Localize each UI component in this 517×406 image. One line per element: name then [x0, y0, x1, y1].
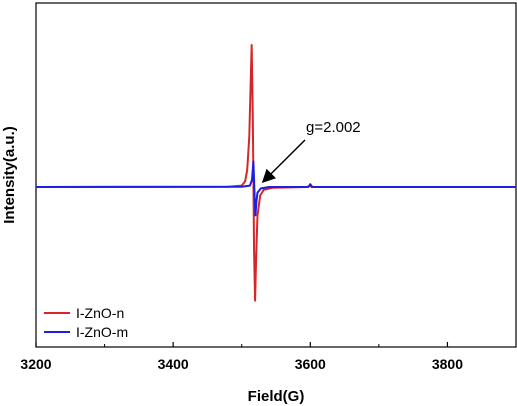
x-tick-label-3600: 3600	[295, 356, 326, 372]
legend: I-ZnO-n I-ZnO-m	[44, 305, 128, 340]
series-layer	[36, 44, 516, 302]
x-tick-label-3200: 3200	[20, 356, 51, 372]
x-tick-labels: 3200 3400 3600 3800	[20, 356, 463, 372]
x-axis-title: Field(G)	[248, 388, 305, 405]
x-ticks	[35, 342, 517, 347]
series-line-I-ZnO-n	[36, 44, 516, 302]
annotation: g=2.002	[261, 119, 361, 183]
series-line-I-ZnO-m	[36, 160, 516, 217]
plot-frame	[35, 2, 517, 348]
legend-label-m: I-ZnO-m	[76, 324, 128, 340]
x-tick-label-3400: 3400	[158, 356, 189, 372]
legend-label-n: I-ZnO-n	[76, 305, 124, 321]
annotation-arrow	[261, 139, 306, 183]
x-tick-label-3800: 3800	[432, 356, 463, 372]
annotation-label: g=2.002	[306, 119, 361, 136]
y-axis-title: Intensity(a.u.)	[1, 126, 18, 224]
